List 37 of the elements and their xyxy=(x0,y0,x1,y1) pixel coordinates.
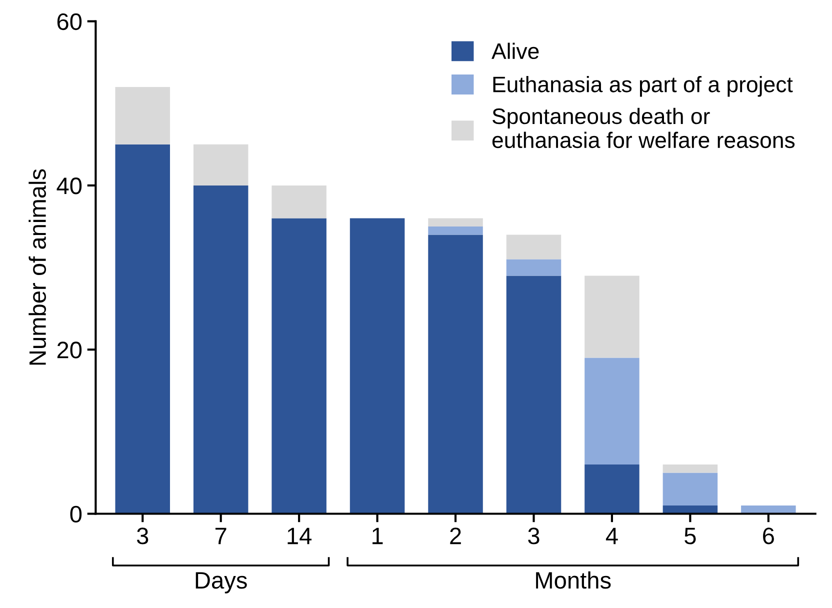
legend-label: Euthanasia as part of a project xyxy=(493,76,793,97)
x-tick-label: 7 xyxy=(215,528,226,544)
bar xyxy=(584,276,640,358)
bar xyxy=(428,234,483,514)
bar xyxy=(193,185,248,514)
x-tick-label: 14 xyxy=(288,528,312,544)
y-tick-label: 40 xyxy=(56,178,82,194)
text: Months xyxy=(536,571,611,589)
y-tick-label: 60 xyxy=(57,13,82,30)
x-tick-label: 1 xyxy=(372,528,383,544)
legend-label: Spontaneous death or euthanasia for welfare reasons xyxy=(492,108,795,148)
bar xyxy=(272,185,326,218)
legend-label: Alive xyxy=(492,42,539,60)
x-tick-label: 3 xyxy=(136,528,148,544)
bar xyxy=(662,464,718,473)
x-tick-label: 2 xyxy=(450,528,461,544)
bar xyxy=(428,218,483,226)
x-tick-label: 3 xyxy=(528,528,540,544)
y-tick-label: 0 xyxy=(70,506,82,523)
text: Days xyxy=(196,572,247,594)
bar xyxy=(584,464,640,514)
y-axis-title: Number of animals xyxy=(28,169,46,365)
bar xyxy=(584,358,640,465)
bar xyxy=(662,472,718,506)
bar xyxy=(428,226,483,235)
bar xyxy=(350,218,405,514)
bar xyxy=(272,218,326,514)
x-tick-label: 4 xyxy=(606,528,618,544)
x-tick-label: 5 xyxy=(684,528,696,544)
bar xyxy=(115,144,170,514)
bar xyxy=(506,259,562,276)
bar xyxy=(506,276,562,514)
x-tick-label: 6 xyxy=(763,528,774,544)
y-tick-label: 20 xyxy=(57,342,82,358)
bar xyxy=(193,144,248,186)
bar xyxy=(506,234,562,260)
bar xyxy=(115,86,170,144)
